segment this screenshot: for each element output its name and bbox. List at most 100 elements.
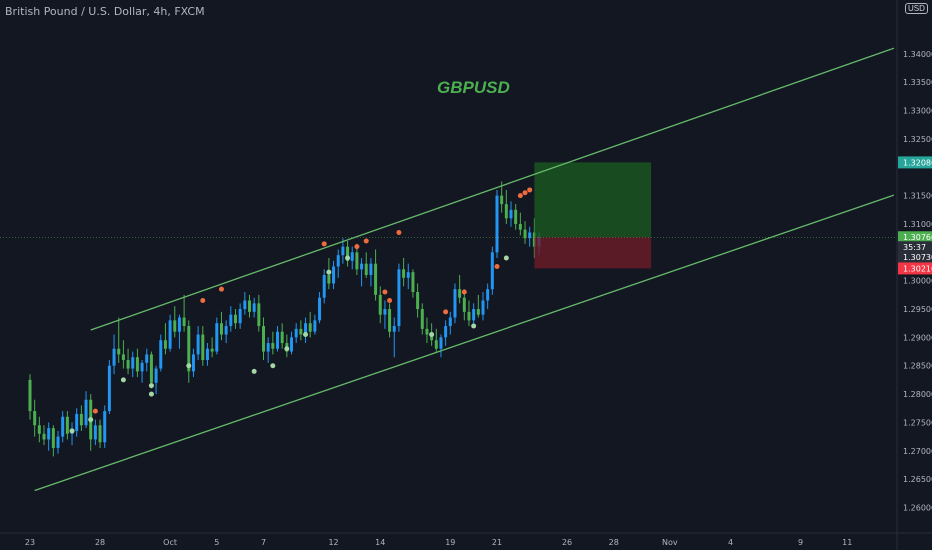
- time-tick-label: 28: [609, 538, 619, 547]
- candle-body: [191, 354, 195, 372]
- channel-upper-line[interactable]: [90, 47, 895, 331]
- signal-marker: [200, 298, 206, 304]
- candle-body: [257, 303, 261, 327]
- price-tag-label: 35:37: [903, 243, 926, 252]
- candle-body: [402, 269, 406, 278]
- signal-marker: [354, 244, 360, 250]
- time-axis[interactable]: 23 28 Oct 5 7 12 14 19 21 26 28 Nov 4 9 11: [0, 532, 932, 547]
- candle-body: [33, 411, 37, 426]
- candle-body: [47, 428, 51, 440]
- candle-body: [528, 232, 532, 239]
- time-tick-label: 14: [375, 538, 385, 547]
- candle-body: [369, 263, 373, 276]
- candle-body: [346, 246, 350, 261]
- candle-body: [411, 272, 415, 293]
- candle-body: [65, 416, 69, 434]
- candle-body: [388, 309, 392, 332]
- signal-marker: [503, 255, 509, 261]
- currency-button[interactable]: USD: [905, 3, 928, 14]
- candle-body: [406, 272, 410, 278]
- candle-body: [523, 229, 527, 239]
- signal-marker: [218, 286, 224, 292]
- candle-body: [28, 379, 32, 412]
- candle-body: [215, 323, 219, 352]
- signal-marker: [186, 363, 192, 369]
- candle-body: [107, 365, 111, 412]
- price-tag-label: 1.30766: [903, 233, 932, 242]
- price-tag: [898, 250, 932, 263]
- signal-marker: [88, 417, 94, 423]
- symbol-label: British Pound / U.S. Dollar, 4h, FXCM: [5, 5, 205, 18]
- price-tag-label: 1.30216: [903, 264, 932, 273]
- price-tick-label: 1.32500: [903, 135, 932, 144]
- price-tick-label: 1.33500: [903, 78, 932, 87]
- candle-body: [210, 348, 214, 352]
- candle-body: [518, 223, 522, 230]
- signal-marker: [148, 383, 154, 389]
- signal-marker: [148, 391, 154, 397]
- candle-body: [313, 320, 317, 332]
- candle-body: [509, 209, 513, 219]
- signal-marker: [396, 229, 402, 235]
- candle-body: [75, 413, 79, 431]
- signal-marker: [69, 428, 75, 434]
- candle-body: [336, 255, 340, 267]
- signal-marker: [471, 323, 477, 329]
- candle-body: [453, 289, 457, 318]
- candle-body: [378, 294, 382, 315]
- price-tick-label: 1.26500: [903, 475, 932, 484]
- time-tick-label: 5: [214, 538, 219, 547]
- price-tick-label: 1.28500: [903, 362, 932, 371]
- candle-body: [332, 266, 336, 284]
- signal-marker: [382, 289, 388, 295]
- stop-zone[interactable]: [534, 237, 652, 269]
- candle-body: [444, 326, 448, 338]
- candle-body: [383, 309, 387, 315]
- signal-marker: [494, 264, 500, 269]
- candle-body: [84, 399, 88, 426]
- price-tag: [898, 156, 932, 169]
- candle-body: [51, 428, 55, 448]
- candle-body: [145, 354, 149, 363]
- candle-body: [355, 252, 359, 270]
- signal-marker: [363, 238, 369, 244]
- candle-body: [486, 289, 490, 301]
- candle-body: [233, 314, 237, 324]
- price-tick-label: 1.33000: [903, 107, 932, 116]
- candle-body: [467, 311, 471, 321]
- signal-marker: [345, 255, 351, 261]
- price-axis[interactable]: 1.34000 1.33500 1.33000 1.32500 1.31500 1.310…: [896, 0, 932, 550]
- candle-body: [374, 263, 378, 295]
- candle-body: [112, 348, 116, 366]
- candle-body: [243, 300, 247, 310]
- candle-body: [126, 360, 130, 369]
- price-tick-label: 1.29500: [903, 305, 932, 314]
- channel-lower-line[interactable]: [34, 194, 895, 492]
- candle-body: [448, 317, 452, 327]
- price-tag: [898, 262, 932, 275]
- price-tick-label: 1.28000: [903, 390, 932, 399]
- candle-body: [481, 300, 485, 315]
- candle-body: [196, 334, 200, 355]
- time-tick-label: 19: [445, 538, 455, 547]
- candle-body: [56, 436, 60, 448]
- candle-body: [98, 425, 102, 443]
- price-tick-label: 1.31500: [903, 192, 932, 201]
- time-tick-label: 4: [728, 538, 733, 547]
- candle-body: [219, 323, 223, 335]
- candle-body: [462, 297, 466, 312]
- target-zone[interactable]: [534, 162, 652, 238]
- candle-body: [280, 331, 284, 344]
- candle-body: [177, 317, 181, 332]
- signal-marker: [321, 241, 327, 247]
- candle-body: [322, 275, 326, 298]
- candle-body: [364, 263, 368, 276]
- price-tag: [898, 241, 932, 254]
- signal-marker: [92, 408, 98, 414]
- candle-body: [131, 357, 135, 369]
- signal-marker: [303, 332, 309, 338]
- candle-body: [121, 354, 125, 361]
- price-tag-label: 1.30730: [903, 253, 932, 262]
- time-tick-label: 28: [95, 538, 105, 547]
